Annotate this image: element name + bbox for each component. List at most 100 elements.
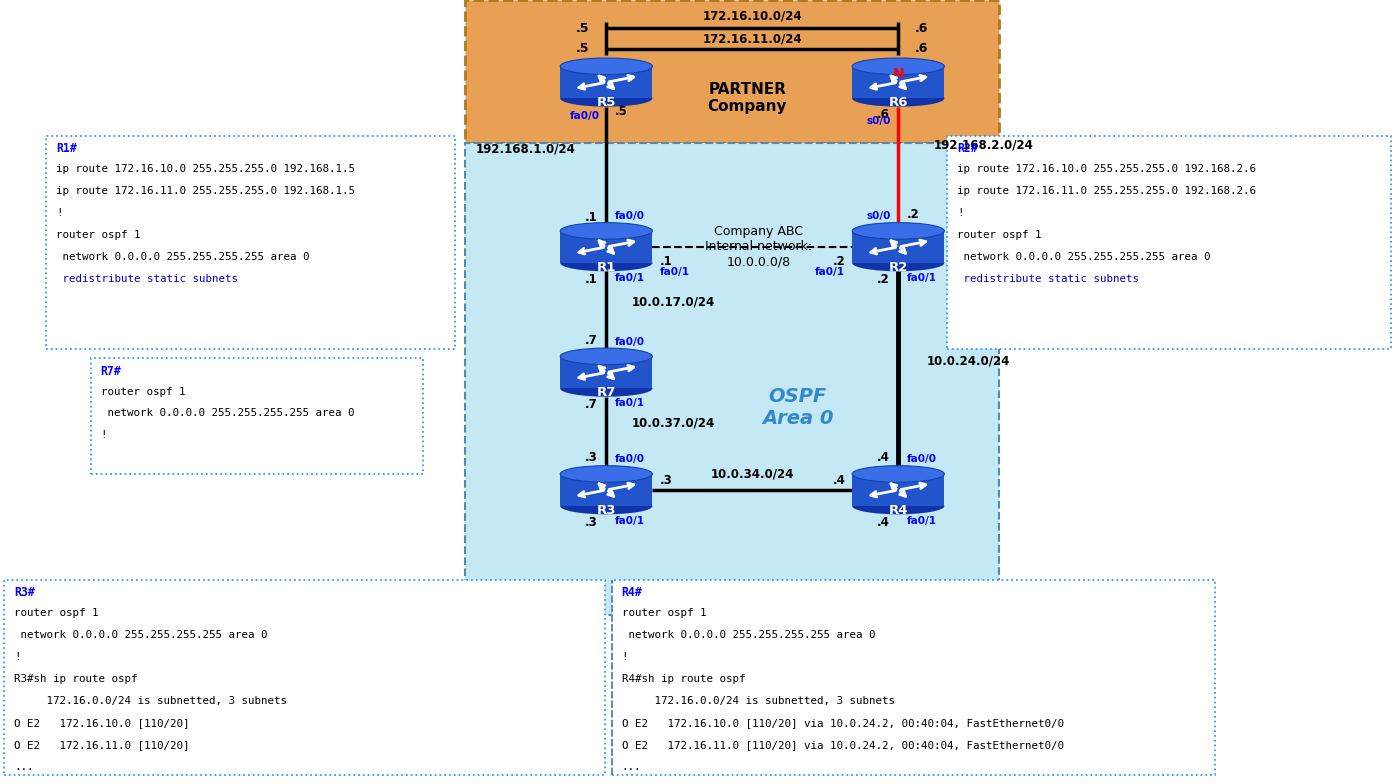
Text: .1: .1 [585,211,598,224]
Ellipse shape [560,498,652,514]
Text: R4#sh ip route ospf: R4#sh ip route ospf [622,674,745,684]
Text: s0/0: s0/0 [868,116,891,126]
Text: ip route 172.16.11.0 255.255.255.0 192.168.1.5: ip route 172.16.11.0 255.255.255.0 192.1… [56,186,355,196]
Text: fa0/0: fa0/0 [615,211,644,221]
Text: R5: R5 [597,96,616,109]
Text: R7#: R7# [101,365,122,378]
Text: !: ! [14,652,21,662]
Text: .2: .2 [907,208,919,221]
Text: .2: .2 [833,255,845,268]
Text: .1: .1 [585,273,598,286]
Text: fa0/1: fa0/1 [615,516,644,526]
Text: PARTNER
Company: PARTNER Company [708,82,787,114]
Text: .6: .6 [915,42,929,55]
Ellipse shape [560,223,652,239]
Text: fa0/0: fa0/0 [907,454,936,464]
FancyBboxPatch shape [560,357,652,388]
Text: s0/0: s0/0 [868,211,891,221]
Text: R6: R6 [888,96,908,109]
FancyBboxPatch shape [465,143,999,615]
Text: ip route 172.16.10.0 255.255.255.0 192.168.2.6: ip route 172.16.10.0 255.255.255.0 192.1… [957,164,1256,174]
Text: !: ! [101,430,108,441]
FancyBboxPatch shape [560,231,652,263]
Text: OSPF
Area 0: OSPF Area 0 [761,387,834,428]
Text: .6: .6 [915,22,929,34]
Text: 192.168.2.0/24: 192.168.2.0/24 [933,139,1032,151]
FancyBboxPatch shape [465,0,999,143]
Text: fa0/1: fa0/1 [816,267,845,277]
Text: .2: .2 [877,273,890,286]
Text: network 0.0.0.0 255.255.255.255 area 0: network 0.0.0.0 255.255.255.255 area 0 [957,252,1210,262]
FancyBboxPatch shape [46,136,455,349]
Ellipse shape [852,58,944,74]
Text: O E2   172.16.11.0 [110/20] via 10.0.24.2, 00:40:04, FastEthernet0/0: O E2 172.16.11.0 [110/20] via 10.0.24.2,… [622,740,1063,750]
Text: .4: .4 [877,516,890,529]
Ellipse shape [560,58,652,74]
Text: redistribute static subnets: redistribute static subnets [957,274,1139,284]
Ellipse shape [560,255,652,271]
Text: fa0/1: fa0/1 [907,273,936,283]
Ellipse shape [852,223,944,239]
Text: 10.0.37.0/24: 10.0.37.0/24 [631,417,715,430]
Text: ...: ... [14,762,34,772]
Text: O E2   172.16.10.0 [110/20]: O E2 172.16.10.0 [110/20] [14,718,196,728]
Ellipse shape [560,348,652,365]
Text: .3: .3 [585,516,598,529]
FancyBboxPatch shape [612,580,1215,775]
Text: fa0/0: fa0/0 [615,336,644,347]
FancyBboxPatch shape [852,67,944,98]
Text: R3#: R3# [14,586,35,600]
Text: fa0/1: fa0/1 [659,267,689,277]
Text: !: ! [957,208,964,218]
Text: 10.0.24.0/24: 10.0.24.0/24 [926,354,1010,367]
Text: .4: .4 [833,474,845,487]
Text: N: N [893,67,904,81]
Text: R4#: R4# [622,586,643,600]
Text: .4: .4 [877,451,890,464]
Text: router ospf 1: router ospf 1 [14,608,98,619]
Text: Company ABC
Internal network:
10.0.0.0/8: Company ABC Internal network: 10.0.0.0/8 [705,226,812,268]
Text: 172.16.0.0/24 is subnetted, 3 subnets: 172.16.0.0/24 is subnetted, 3 subnets [622,696,894,706]
Text: redistribute static subnets: redistribute static subnets [56,274,237,284]
Text: fa0/0: fa0/0 [570,111,599,121]
Text: .5: .5 [615,105,627,118]
FancyBboxPatch shape [852,474,944,506]
Text: R2: R2 [888,260,908,274]
Text: 192.168.1.0/24: 192.168.1.0/24 [476,143,576,155]
Ellipse shape [852,255,944,271]
Ellipse shape [852,90,944,107]
Ellipse shape [560,466,652,482]
Text: O E2   172.16.11.0 [110/20]: O E2 172.16.11.0 [110/20] [14,740,196,750]
Text: 10.0.17.0/24: 10.0.17.0/24 [631,296,715,308]
Text: .3: .3 [659,474,672,487]
FancyBboxPatch shape [852,231,944,263]
Text: .7: .7 [585,398,598,412]
Text: 172.16.10.0/24: 172.16.10.0/24 [703,9,802,23]
FancyBboxPatch shape [560,67,652,98]
FancyBboxPatch shape [560,474,652,506]
Text: !: ! [56,208,63,218]
Text: !: ! [622,652,629,662]
Text: R2#: R2# [957,142,978,155]
Text: fa0/1: fa0/1 [615,273,644,283]
Text: fa0/1: fa0/1 [907,516,936,526]
Text: router ospf 1: router ospf 1 [101,387,184,397]
Text: 10.0.34.0/24: 10.0.34.0/24 [711,467,793,481]
Text: router ospf 1: router ospf 1 [957,230,1041,240]
Ellipse shape [852,498,944,514]
Text: router ospf 1: router ospf 1 [56,230,140,240]
Text: 172.16.11.0/24: 172.16.11.0/24 [703,32,802,45]
Text: R1#: R1# [56,142,77,155]
Ellipse shape [560,90,652,107]
Text: O E2   172.16.10.0 [110/20] via 10.0.24.2, 00:40:04, FastEthernet0/0: O E2 172.16.10.0 [110/20] via 10.0.24.2,… [622,718,1063,728]
FancyBboxPatch shape [91,358,423,474]
Text: .3: .3 [585,451,598,464]
Text: .7: .7 [585,333,598,347]
Text: network 0.0.0.0 255.255.255.255 area 0: network 0.0.0.0 255.255.255.255 area 0 [622,630,875,641]
Text: fa0/0: fa0/0 [615,454,644,464]
Ellipse shape [560,380,652,397]
FancyBboxPatch shape [4,580,605,775]
Text: R7: R7 [597,386,616,399]
Text: .6: .6 [877,108,890,122]
Text: network 0.0.0.0 255.255.255.255 area 0: network 0.0.0.0 255.255.255.255 area 0 [56,252,309,262]
